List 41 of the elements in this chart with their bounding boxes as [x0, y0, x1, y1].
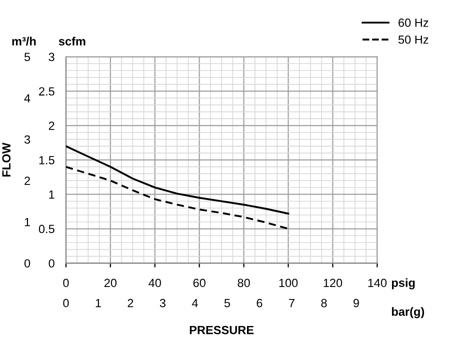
- text: psig: [392, 278, 415, 290]
- legend-label: 60 Hz: [398, 18, 428, 27]
- x2-tick-label: 9: [354, 298, 359, 308]
- x-tick-label: 100: [279, 278, 298, 288]
- x-axis-title: PRESSURE: [190, 326, 254, 334]
- x2-tick-label: 7: [289, 299, 294, 308]
- x2-tick-label: 0: [63, 298, 69, 308]
- y-tick-label: 2.5: [39, 87, 54, 96]
- x-tick-label: 20: [104, 278, 117, 288]
- y-tick-label: 1: [49, 190, 54, 199]
- x2-tick-label: 1: [96, 299, 101, 308]
- y-tick-label: 1.5: [39, 156, 54, 164]
- x2-tick-label: 8: [321, 298, 327, 308]
- x2-tick-label: 3: [160, 298, 166, 308]
- y2-axis-title: FLOW: [2, 142, 11, 177]
- x2-tick-label: 6: [256, 298, 262, 308]
- x-tick-label: 40: [148, 278, 161, 288]
- x2-tick-label: 4: [192, 299, 198, 308]
- y2-tick-label: 2: [24, 176, 30, 185]
- y2-tick-label: 0: [24, 259, 30, 268]
- y2-tick-label: 5: [24, 52, 30, 62]
- x2-tick-label: 5: [224, 299, 230, 308]
- line-series: [66, 145, 290, 215]
- x-tick-label: 80: [238, 278, 250, 288]
- y-tick-label: 2: [48, 122, 54, 130]
- y2-tick-label: 3: [24, 135, 30, 144]
- line-series: [66, 166, 290, 230]
- x-tick-label: 60: [193, 278, 206, 288]
- x-tick-label: 0: [63, 278, 69, 288]
- y-tick-label: 0: [48, 259, 54, 268]
- x-tick-label: 140: [368, 278, 387, 288]
- y2-tick-label: 4: [24, 94, 30, 102]
- x-tick-label: 120: [324, 278, 342, 288]
- text: scfm: [58, 36, 86, 46]
- y-tick-label: 0.5: [38, 224, 54, 234]
- legend-label: 50 Hz: [398, 35, 428, 44]
- y-tick-label: 3: [48, 52, 54, 62]
- text: bar(g): [392, 307, 424, 318]
- text: m³/h: [12, 36, 36, 46]
- x2-tick-label: 2: [128, 298, 134, 308]
- y2-tick-label: 1: [24, 218, 30, 226]
